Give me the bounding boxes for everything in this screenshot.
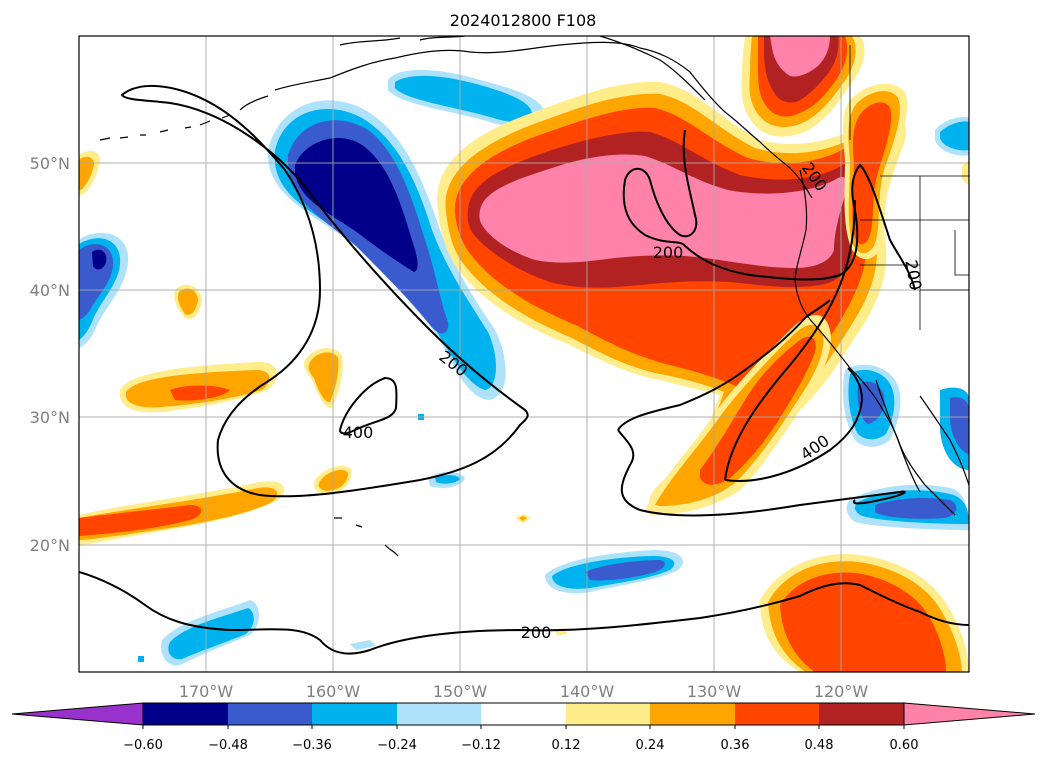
colorbar-bin (228, 703, 312, 725)
contour-200-south (79, 571, 969, 655)
colorbar-tick-label: 0.60 (890, 738, 919, 753)
colorbar-bin (397, 703, 481, 725)
lat-label: 40°N (30, 281, 70, 300)
contour-label: 200 (521, 623, 552, 642)
coastline-alaska (274, 41, 813, 199)
contour-200-west-loop (120, 84, 529, 498)
contour-label: 200 (653, 243, 684, 262)
lat-label: 50°N (30, 154, 70, 173)
contour-label: 400 (343, 423, 374, 442)
colorbar: −0.60 −0.48 −0.36 −0.24 −0.12 0.12 0.24 … (11, 702, 1036, 753)
colorbar-bin (735, 703, 819, 725)
colorbar-bin (312, 703, 397, 725)
map-panel: 200 400 200 200 400 200 200 (79, 36, 969, 672)
colorbar-bin (143, 703, 228, 725)
negative-anomaly-regions (79, 69, 969, 666)
lon-label: 150°W (433, 682, 488, 701)
lon-label: 130°W (687, 682, 742, 701)
contour-200-northeast (622, 129, 698, 246)
longitude-labels: 170°W 160°W 150°W 140°W 130°W 120°W (179, 682, 869, 701)
contour-400-small-loop (339, 376, 398, 435)
colorbar-tick-label: −0.12 (461, 738, 501, 753)
latitude-labels: 50°N 40°N 30°N 20°N (30, 154, 70, 555)
colorbar-bin (481, 703, 566, 725)
colorbar-extend-min (11, 702, 144, 726)
lat-label: 20°N (30, 536, 70, 555)
colorbar-tick-label: 0.48 (805, 738, 834, 753)
colorbar-tick-label: 0.12 (552, 738, 581, 753)
colorbar-extend-max (903, 702, 1036, 726)
colorbar-tick-label: 0.36 (721, 738, 750, 753)
contour-400-east (724, 199, 856, 481)
colorbar-tick-label: −0.60 (123, 738, 163, 753)
colorbar-tick-label: −0.36 (292, 738, 332, 753)
colorbar-tick-label: −0.48 (208, 738, 248, 753)
colorbar-bin (819, 703, 904, 725)
lon-label: 160°W (306, 682, 361, 701)
lon-label: 170°W (179, 682, 234, 701)
lat-label: 30°N (30, 408, 70, 427)
coastlines (99, 36, 969, 557)
colorbar-bin (650, 703, 735, 725)
positive-anomaly-regions (79, 36, 969, 672)
colorbar-tick-label: 0.24 (636, 738, 665, 753)
colorbar-tick-label: −0.24 (377, 738, 417, 753)
map-title: 2024012800 F108 (450, 11, 597, 30)
colorbar-bin (566, 703, 650, 725)
contours (79, 84, 969, 655)
lon-label: 140°W (560, 682, 615, 701)
graticule (79, 36, 969, 672)
coastline-west-us (794, 169, 956, 516)
map-frame (78, 35, 970, 673)
lon-label: 120°W (814, 682, 869, 701)
